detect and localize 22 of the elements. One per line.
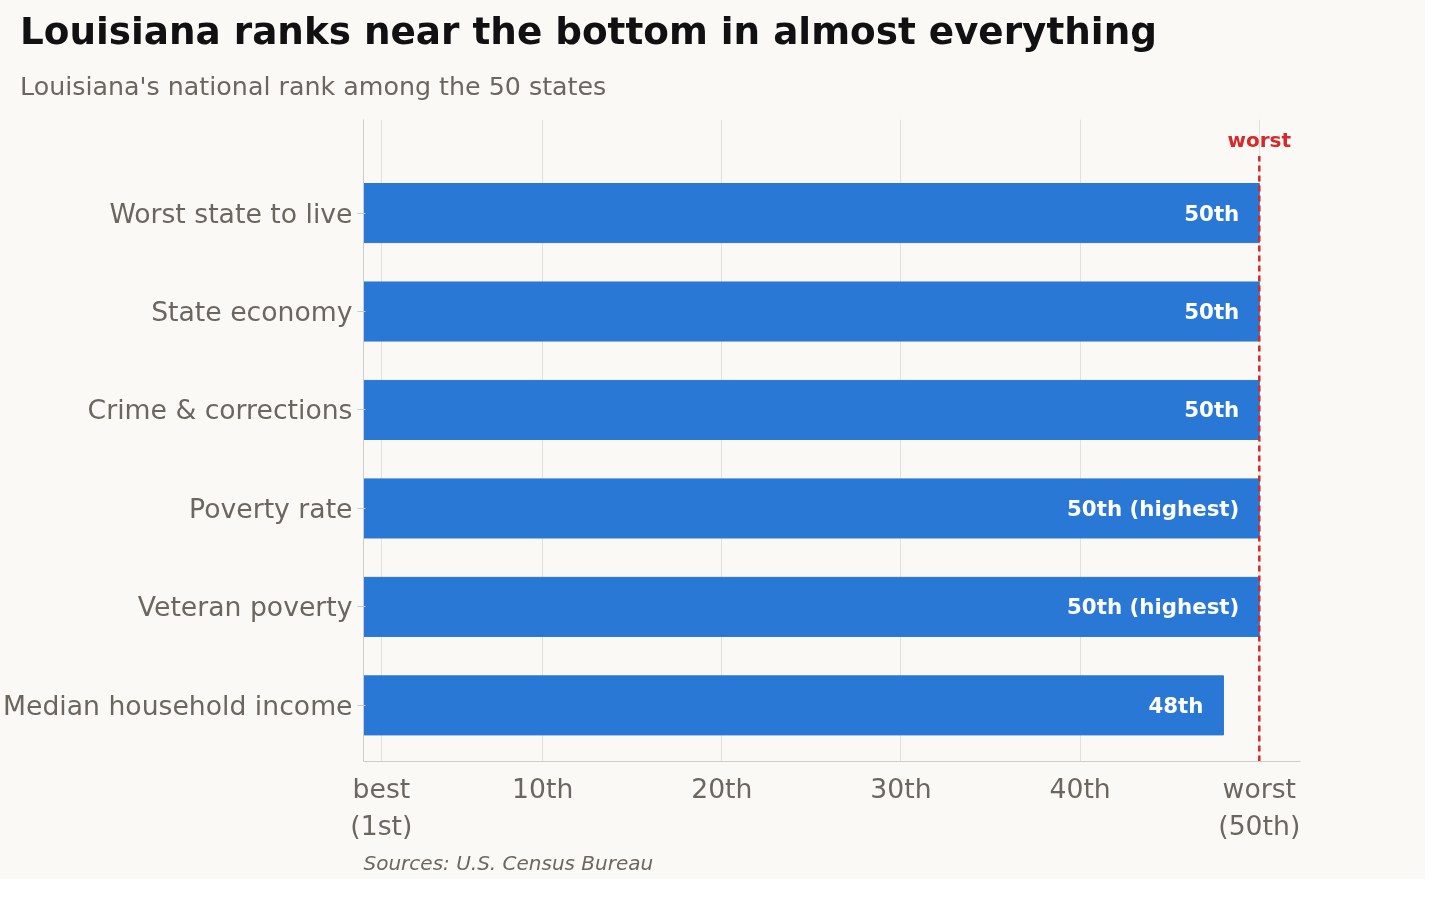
y-tick-label: Crime & corrections [87,394,353,426]
y-tick-label: Worst state to live [109,198,353,230]
x-tick-label: 40th [1049,772,1111,804]
x-tick-label: 20th [691,772,753,804]
chart-title: Louisiana ranks near the bottom in almost everything [20,8,1157,55]
y-tick-label: Median household income [3,690,353,722]
y-tick-label: Veteran poverty [137,591,353,623]
y-tick-label: State economy [151,296,353,328]
x-tick-label: worst (50th) [1218,772,1301,842]
y-tick-label: Poverty rate [189,493,353,525]
ref-line-label: worst [1227,128,1292,153]
x-tick-label: best (1st) [350,772,413,842]
x-tick-label: 10th [512,772,574,804]
data-label: 50th [1184,201,1240,227]
data-label: 50th (highest) [1067,594,1240,620]
source-note: Sources: U.S. Census Bureau [363,850,654,875]
data-label: 50th [1184,397,1240,423]
x-tick-label: 30th [870,772,932,804]
data-label: 50th (highest) [1067,496,1240,522]
data-label: 48th [1148,693,1204,719]
chart-subtitle: Louisiana's national rank among the 50 states [20,70,607,104]
data-label: 50th [1184,299,1240,325]
